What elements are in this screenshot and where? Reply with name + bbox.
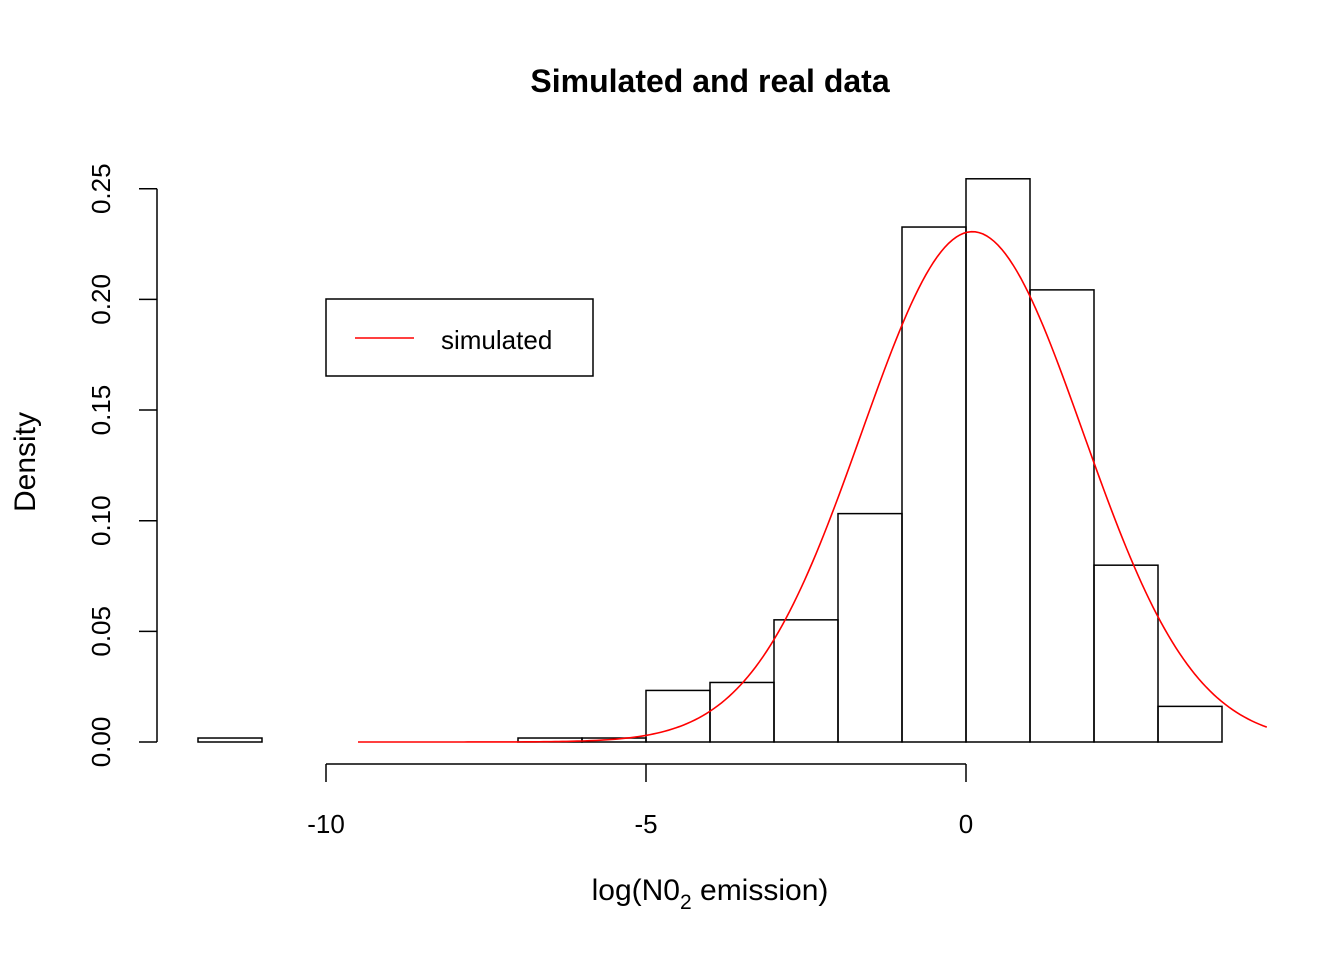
y-axis-label: Density [9,412,42,512]
x-axis: -10 -5 0 [307,763,973,839]
y-tick-label: 0.15 [86,385,116,436]
y-tick-label: 0.10 [86,495,116,546]
x-tick-label: -10 [307,809,345,839]
simulated-density-curve [358,230,1268,743]
y-tick-label: 0.20 [86,274,116,325]
histogram-bar [965,178,1031,743]
histogram-bar [773,619,839,743]
y-tick-label: 0.05 [86,606,116,657]
y-tick-label: 0.00 [86,717,116,768]
histogram-bars [197,178,1223,743]
y-axis: 0.00 0.05 0.10 0.15 0.20 0.25 [86,163,158,768]
histogram-bar [709,681,775,743]
histogram-bar [1093,564,1159,743]
chart-title: Simulated and real data [530,63,889,99]
x-tick-label: 0 [959,809,973,839]
x-axis-label: log(N02 emission) [592,874,829,914]
histogram-bar [197,737,263,743]
legend: simulated [325,298,594,377]
x-tick-label: -5 [634,809,657,839]
y-tick-label: 0.25 [86,163,116,214]
histogram-bar [837,512,903,743]
histogram-bar [1029,289,1095,743]
legend-label-simulated: simulated [441,325,552,355]
histogram-bar [1157,705,1223,743]
